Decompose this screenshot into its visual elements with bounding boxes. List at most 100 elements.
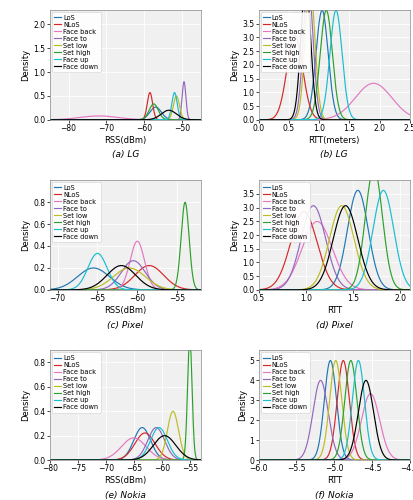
- Face down: [168, 436, 173, 442]
- LoS: [114, 456, 119, 462]
- LoS: [406, 287, 411, 293]
- Line: Face to: Face to: [258, 380, 409, 460]
- NLoS: [359, 456, 364, 462]
- NLoS: [271, 281, 276, 287]
- NLoS: [359, 117, 364, 123]
- Face up: [114, 282, 119, 288]
- NLoS: [114, 285, 119, 291]
- NLoS: [146, 262, 151, 268]
- Face back: [168, 287, 173, 293]
- NLoS: [108, 457, 113, 463]
- Set high: [359, 238, 364, 244]
- Face to: [151, 426, 156, 432]
- Face up: [114, 117, 119, 123]
- NLoS: [62, 287, 67, 293]
- Set high: [187, 336, 192, 342]
- Face back: [96, 113, 101, 119]
- Face down: [376, 117, 381, 123]
- Face up: [165, 116, 170, 122]
- Text: (d) Pixel: (d) Pixel: [315, 320, 352, 330]
- Set low: [47, 457, 52, 463]
- Face up: [406, 457, 411, 463]
- Face down: [359, 117, 364, 123]
- Set high: [47, 457, 52, 463]
- NLoS: [322, 456, 327, 462]
- Set low: [317, 100, 322, 106]
- Set high: [406, 117, 411, 123]
- Face back: [47, 457, 52, 463]
- Face down: [363, 378, 368, 384]
- Face down: [165, 434, 170, 440]
- Line: Face down: Face down: [258, 0, 409, 120]
- Line: Set low: Set low: [258, 360, 409, 460]
- Line: NLoS: NLoS: [258, 360, 409, 460]
- LoS: [168, 457, 173, 463]
- X-axis label: RSS(dBm): RSS(dBm): [104, 136, 146, 144]
- Face down: [168, 287, 173, 293]
- Line: Face up: Face up: [258, 360, 409, 460]
- Set low: [406, 287, 411, 293]
- Face back: [316, 116, 321, 122]
- Face down: [119, 262, 123, 268]
- Face to: [198, 287, 203, 293]
- LoS: [114, 117, 119, 123]
- Face back: [62, 287, 67, 293]
- Face up: [151, 117, 156, 123]
- NLoS: [168, 117, 173, 123]
- Face up: [380, 188, 385, 194]
- Face to: [255, 457, 260, 463]
- NLoS: [359, 287, 364, 293]
- Face up: [62, 117, 67, 123]
- LoS: [316, 287, 321, 293]
- Set high: [376, 188, 381, 194]
- Face back: [373, 81, 378, 87]
- Set high: [316, 457, 321, 463]
- Face to: [62, 287, 67, 293]
- Face down: [317, 115, 322, 121]
- Set low: [322, 116, 327, 122]
- Face down: [168, 108, 173, 114]
- Face back: [114, 114, 119, 120]
- Set low: [359, 267, 364, 273]
- NLoS: [62, 457, 67, 463]
- Line: Face to: Face to: [50, 428, 201, 460]
- Face to: [322, 116, 327, 122]
- Face back: [47, 116, 52, 122]
- Face down: [47, 287, 52, 293]
- Line: Set low: Set low: [50, 412, 201, 460]
- Face to: [108, 457, 113, 463]
- Face to: [198, 457, 203, 463]
- LoS: [376, 117, 381, 123]
- NLoS: [62, 117, 67, 123]
- LoS: [255, 457, 260, 463]
- Line: Set high: Set high: [258, 360, 409, 460]
- Face down: [316, 278, 321, 283]
- NLoS: [47, 287, 52, 293]
- Line: Face back: Face back: [258, 394, 409, 460]
- Face to: [151, 117, 156, 123]
- Face up: [62, 287, 67, 293]
- LoS: [373, 268, 378, 274]
- Face back: [373, 287, 378, 293]
- Face down: [376, 440, 381, 446]
- Face down: [165, 287, 170, 293]
- LoS: [198, 287, 203, 293]
- Set high: [322, 287, 327, 293]
- Face down: [47, 117, 52, 123]
- Line: LoS: LoS: [50, 428, 201, 460]
- Face down: [161, 432, 166, 438]
- LoS: [406, 117, 411, 123]
- Line: Face down: Face down: [258, 206, 409, 290]
- Set low: [322, 253, 327, 259]
- Face back: [406, 112, 411, 118]
- Y-axis label: Density: Density: [237, 389, 246, 421]
- Face down: [406, 117, 411, 123]
- Face back: [370, 80, 375, 86]
- Face up: [108, 274, 113, 280]
- Text: (f) Nokia: (f) Nokia: [314, 490, 353, 500]
- Face back: [373, 404, 378, 410]
- Face back: [376, 416, 381, 422]
- LoS: [271, 287, 276, 293]
- Face to: [322, 392, 327, 398]
- Set high: [322, 457, 327, 463]
